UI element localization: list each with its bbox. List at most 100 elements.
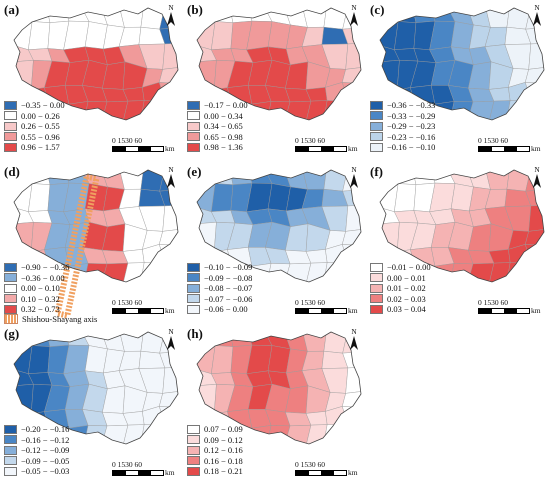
- legend-label: 0.01 − 0.02: [387, 283, 426, 293]
- legend-swatch: [187, 283, 200, 293]
- map-region: [505, 100, 532, 120]
- legend-label: 0.09 − 0.12: [204, 434, 243, 445]
- map-region: [158, 406, 178, 429]
- legend-entry: 0.65 − 0.98: [187, 132, 248, 143]
- legend-entry: −0.16 − −0.12: [4, 435, 69, 446]
- north-label: N: [534, 166, 539, 174]
- legend-label: −0.16 − −0.10: [387, 142, 436, 152]
- north-label: N: [534, 4, 539, 12]
- map-region: [342, 67, 361, 84]
- legend-swatch: [370, 262, 383, 272]
- map-region: [322, 262, 349, 282]
- legend-label: 0.26 − 0.55: [21, 121, 60, 131]
- legend-label: 0.02 − 0.03: [387, 293, 426, 304]
- map-region: [121, 262, 145, 282]
- legend-entry: 0.09 − 0.12: [187, 435, 243, 446]
- map-region: [434, 101, 455, 120]
- map-region: [68, 425, 89, 444]
- legend-label: 0.00 − 0.34: [204, 110, 243, 121]
- map-legend: −0.36 − −0.33 −0.33 − −0.29 −0.29 − −0.23−…: [370, 100, 435, 153]
- legend-label: −0.07 − −0.06: [204, 293, 253, 304]
- legend-swatch: [187, 121, 200, 131]
- north-label: N: [168, 166, 173, 174]
- map-region: [525, 229, 544, 246]
- map-region: [343, 425, 361, 444]
- panel-label: (f): [370, 164, 383, 179]
- map-region: [487, 262, 511, 282]
- legend-label: −0.09 − −0.08: [204, 272, 253, 283]
- map-region: [211, 345, 234, 374]
- legend-entry: −0.17 − 0.00: [187, 100, 248, 111]
- map-region: [14, 222, 34, 252]
- map-region: [213, 332, 234, 347]
- map-region: [30, 332, 51, 347]
- legend-label: −0.10 − −0.09: [204, 262, 253, 272]
- axis-legend: Shishou-Shayang axis: [4, 314, 97, 324]
- legend-swatch: [187, 304, 200, 314]
- map-panel: N (g) −0.20 − −0.16 −0.16 − −0.12 −0.12 − −0…: [0, 324, 183, 486]
- map-region: [160, 425, 178, 444]
- legend-label: 0.00 − 0.01: [387, 272, 426, 283]
- north-arrow-icon: N: [533, 166, 541, 188]
- panel-label: (c): [370, 2, 385, 17]
- map-panel: N (c) −0.36 − −0.33 −0.33 − −0.29 −0.29 − −0…: [366, 0, 549, 162]
- map-region: [158, 82, 178, 105]
- map-region: [68, 101, 89, 120]
- legend-swatch: [4, 445, 17, 455]
- axis-hatch-swatch: [4, 314, 18, 324]
- legend-label: −0.90 − −0.36: [21, 262, 70, 272]
- legend-label: −0.05 − −0.03: [21, 466, 70, 476]
- legend-entry: −0.36 − 0.00: [4, 273, 69, 284]
- map-region: [197, 222, 217, 252]
- legend-label: −0.01 − 0.00: [387, 262, 431, 272]
- study-area-outline: [13, 331, 179, 445]
- map-region: [14, 384, 34, 414]
- choropleth-map: N: [196, 166, 362, 283]
- scale-ticks: 0 1530 60: [112, 460, 142, 469]
- study-area-outline: [196, 7, 362, 121]
- scale-ticks: 0 1530 60: [478, 136, 508, 145]
- legend-label: 0.32 − 0.73: [21, 304, 60, 314]
- legend-label: −0.16 − −0.12: [21, 434, 70, 445]
- scale-unit: km: [531, 144, 541, 153]
- scale-ticks: 0 1530 60: [295, 136, 325, 145]
- legend-entry: −0.33 − −0.29: [370, 111, 435, 122]
- map-region: [524, 244, 544, 267]
- map-region: [341, 406, 361, 429]
- scale-unit: km: [348, 144, 358, 153]
- legend-swatch: [187, 262, 200, 272]
- legend-entry: 0.34 − 0.65: [187, 121, 248, 132]
- legend-swatch: [187, 111, 200, 121]
- map-region: [213, 170, 234, 185]
- legend-swatch: [187, 424, 200, 434]
- north-arrow-icon: N: [350, 166, 358, 188]
- north-arrow-icon: N: [167, 328, 175, 350]
- legend-entry: 0.98 − 1.36: [187, 142, 248, 153]
- map-panel: N (a) −0.35 − 0.00 0.00 − 0.26 0.26 − 0.55 0.…: [0, 0, 183, 162]
- legend-swatch: [4, 121, 17, 131]
- map-region: [197, 60, 217, 90]
- map-region: [487, 100, 511, 120]
- legend-entry: −0.07 − −0.06: [187, 294, 252, 305]
- map-region: [213, 8, 234, 23]
- map-region: [139, 262, 166, 282]
- map-legend: −0.01 − 0.00 0.00 − 0.01 0.01 − 0.02 0.02 −…: [370, 262, 431, 315]
- map-region: [380, 60, 400, 90]
- study-area-outline: [196, 331, 362, 445]
- map-panel: N (d) −0.90 − −0.36 −0.36 − 0.00 0.00 − 0.10…: [0, 162, 183, 324]
- map-region: [505, 262, 532, 282]
- legend-label: −0.20 − −0.16: [21, 424, 70, 434]
- map-region: [434, 263, 455, 282]
- scale-ticks: 0 1530 60: [112, 298, 142, 307]
- legend-label: 0.18 − 0.21: [204, 466, 243, 476]
- legend-label: 0.00 − 0.26: [21, 110, 60, 121]
- map-panel: N (f) −0.01 − 0.00 0.00 − 0.01 0.01 − 0.02 0.…: [366, 162, 549, 324]
- legend-swatch: [4, 424, 17, 434]
- choropleth-map: N: [379, 166, 545, 283]
- legend-entry: −0.90 − −0.36: [4, 262, 69, 273]
- legend-swatch: [370, 294, 383, 304]
- legend-swatch: [187, 456, 200, 466]
- legend-label: −0.36 − 0.00: [21, 272, 65, 283]
- legend-entry: −0.10 − −0.09: [187, 262, 252, 273]
- study-area-outline: [379, 7, 545, 121]
